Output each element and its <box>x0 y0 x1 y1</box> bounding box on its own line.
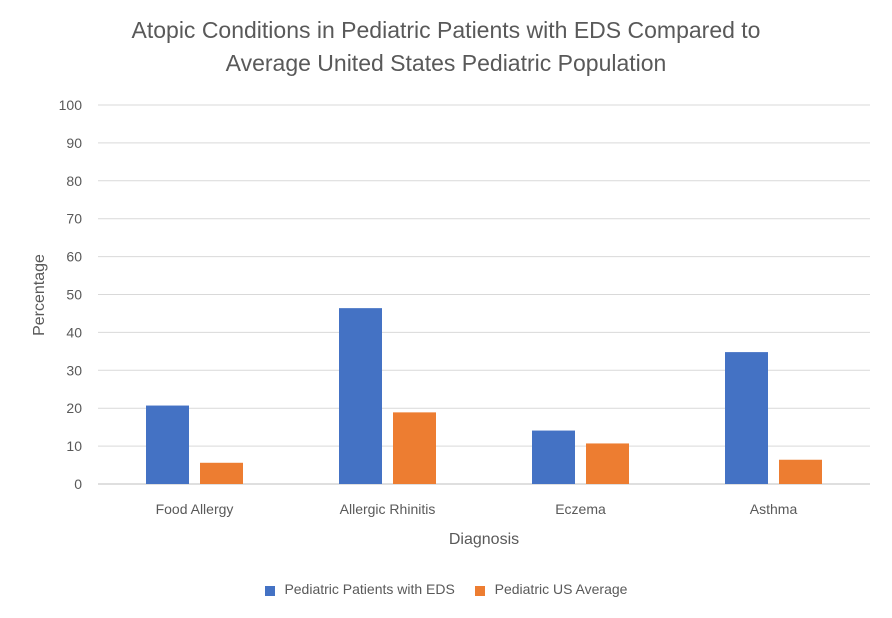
legend-item-eds: Pediatric Patients with EDS <box>264 581 455 598</box>
chart-title: Atopic Conditions in Pediatric Patients … <box>0 14 892 80</box>
bar-allergic-rhinitis-series-1 <box>393 412 436 484</box>
y-tick-label: 0 <box>74 476 82 492</box>
y-tick-label: 40 <box>66 324 82 340</box>
y-axis-title: Percentage <box>31 254 48 336</box>
legend-label-eds: Pediatric Patients with EDS <box>284 581 455 598</box>
x-axis-ticks: Food Allergy Allergic Rhinitis Eczema Asthm… <box>156 501 798 517</box>
y-tick-label: 20 <box>66 400 82 416</box>
y-tick-label: 70 <box>66 211 82 227</box>
bar-food-allergy-series-1 <box>200 462 243 484</box>
y-axis-ticks: 0 10 20 30 40 50 60 70 80 90 100 <box>59 97 83 492</box>
y-tick-label: 60 <box>66 249 82 265</box>
bar-food-allergy-series-0 <box>146 405 189 484</box>
y-tick-label: 50 <box>66 287 82 303</box>
legend-label-us-average: Pediatric US Average <box>494 581 628 598</box>
legend-swatch-us-average <box>474 585 485 596</box>
bar-asthma-series-0 <box>725 352 768 484</box>
bar-allergic-rhinitis-series-0 <box>339 308 382 484</box>
x-axis-title: Diagnosis <box>449 531 519 548</box>
bars <box>146 308 822 484</box>
legend: Pediatric Patients with EDS Pediatric US… <box>0 580 892 597</box>
y-tick-label: 30 <box>66 362 82 378</box>
y-tick-label: 10 <box>66 438 82 454</box>
y-tick-label: 80 <box>66 173 82 189</box>
legend-item-us-average: Pediatric US Average <box>474 581 628 598</box>
bar-eczema-series-0 <box>532 430 575 484</box>
bar-asthma-series-1 <box>779 459 822 484</box>
chart-title-line-2: Average United States Pediatric Populati… <box>225 50 667 76</box>
bar-eczema-series-1 <box>586 443 629 484</box>
x-tick-label: Eczema <box>555 501 606 517</box>
x-tick-label: Allergic Rhinitis <box>340 501 436 517</box>
x-tick-label: Food Allergy <box>156 501 234 517</box>
y-tick-label: 100 <box>59 97 83 113</box>
x-tick-label: Asthma <box>750 501 798 517</box>
y-tick-label: 90 <box>66 135 82 151</box>
chart-title-line-1: Atopic Conditions in Pediatric Patients … <box>131 17 761 43</box>
legend-swatch-eds <box>264 585 275 596</box>
